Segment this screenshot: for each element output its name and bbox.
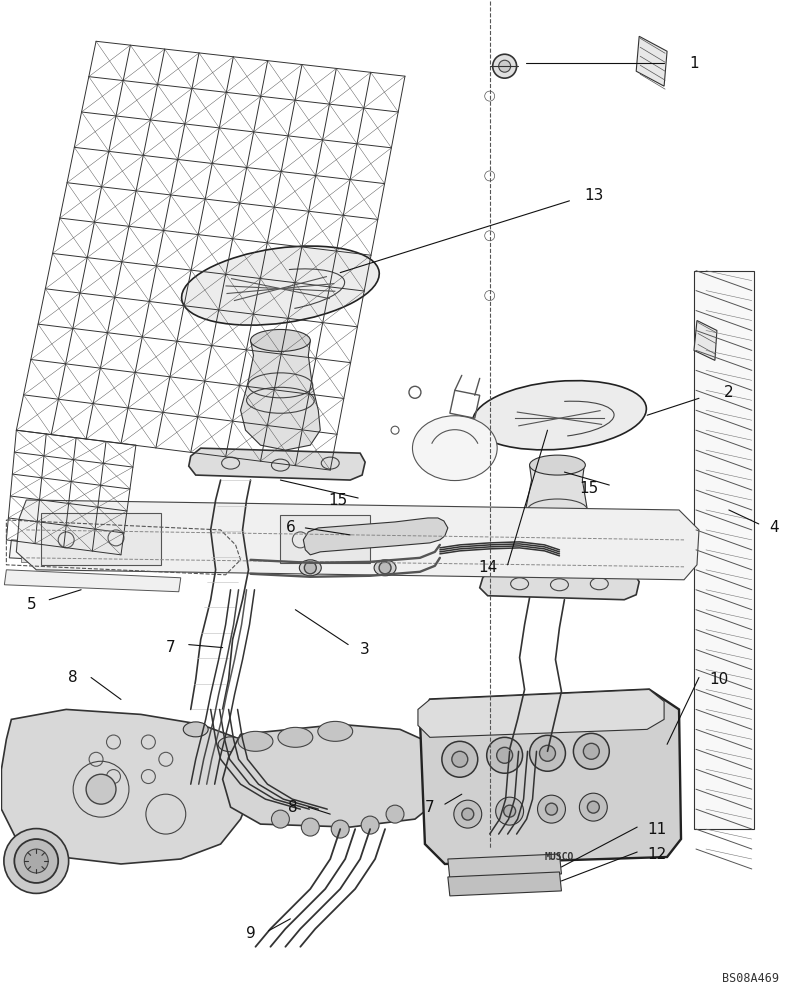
- Polygon shape: [91, 549, 116, 562]
- Circle shape: [442, 741, 477, 777]
- Circle shape: [461, 808, 473, 820]
- Text: 15: 15: [579, 481, 598, 496]
- Polygon shape: [4, 570, 181, 592]
- Text: 15: 15: [328, 493, 348, 508]
- Circle shape: [544, 803, 556, 815]
- Ellipse shape: [183, 722, 208, 737]
- Text: 4: 4: [768, 520, 777, 535]
- Text: 9: 9: [246, 926, 255, 941]
- Text: 7: 7: [165, 640, 175, 655]
- Circle shape: [503, 805, 515, 817]
- Ellipse shape: [529, 455, 585, 475]
- Circle shape: [86, 774, 116, 804]
- Ellipse shape: [238, 731, 272, 751]
- Circle shape: [492, 54, 516, 78]
- Circle shape: [486, 737, 522, 773]
- Circle shape: [361, 816, 378, 834]
- Ellipse shape: [278, 727, 312, 747]
- Circle shape: [301, 818, 319, 836]
- Circle shape: [495, 797, 523, 825]
- Bar: [693, 271, 753, 829]
- Circle shape: [529, 735, 565, 771]
- Polygon shape: [419, 689, 680, 864]
- Text: 6: 6: [285, 520, 295, 535]
- Ellipse shape: [251, 329, 310, 351]
- Circle shape: [498, 60, 510, 72]
- Text: 8: 8: [287, 800, 297, 815]
- Text: 8: 8: [68, 670, 78, 685]
- Circle shape: [385, 805, 403, 823]
- Polygon shape: [189, 448, 365, 480]
- Text: 11: 11: [646, 822, 666, 837]
- Polygon shape: [56, 549, 81, 562]
- Polygon shape: [10, 540, 131, 565]
- Circle shape: [579, 793, 606, 821]
- Text: 5: 5: [26, 597, 36, 612]
- Text: 1: 1: [688, 56, 698, 71]
- Circle shape: [24, 849, 48, 873]
- Text: 13: 13: [584, 188, 603, 203]
- Circle shape: [539, 745, 555, 761]
- Circle shape: [587, 801, 598, 813]
- Polygon shape: [479, 570, 638, 600]
- Circle shape: [537, 795, 565, 823]
- Ellipse shape: [317, 721, 353, 741]
- Circle shape: [583, 743, 598, 759]
- Polygon shape: [222, 724, 447, 827]
- Circle shape: [271, 810, 289, 828]
- Text: 10: 10: [708, 672, 728, 687]
- Polygon shape: [447, 872, 560, 896]
- Text: 2: 2: [724, 385, 733, 400]
- Circle shape: [378, 562, 390, 574]
- Polygon shape: [16, 500, 698, 580]
- Text: 7: 7: [425, 800, 434, 815]
- Polygon shape: [2, 709, 255, 864]
- Polygon shape: [447, 854, 560, 879]
- Polygon shape: [519, 465, 591, 574]
- Circle shape: [496, 747, 512, 763]
- Ellipse shape: [181, 246, 379, 325]
- Polygon shape: [303, 518, 447, 555]
- Circle shape: [453, 800, 481, 828]
- Text: MUSCO: MUSCO: [544, 852, 573, 862]
- Ellipse shape: [218, 737, 243, 752]
- Ellipse shape: [299, 560, 321, 576]
- Polygon shape: [22, 549, 47, 562]
- Circle shape: [451, 751, 467, 767]
- Circle shape: [304, 562, 316, 574]
- Ellipse shape: [4, 829, 68, 893]
- Bar: [41, 513, 161, 565]
- Ellipse shape: [373, 560, 396, 576]
- Text: 3: 3: [360, 642, 369, 657]
- Ellipse shape: [472, 381, 646, 450]
- Circle shape: [331, 820, 349, 838]
- Text: BS08A469: BS08A469: [721, 972, 778, 985]
- Bar: [280, 515, 369, 563]
- Circle shape: [14, 839, 58, 883]
- Ellipse shape: [233, 760, 258, 775]
- Text: 14: 14: [478, 560, 497, 575]
- Polygon shape: [693, 320, 716, 360]
- Polygon shape: [240, 340, 320, 450]
- Text: 12: 12: [646, 847, 666, 862]
- Circle shape: [573, 733, 609, 769]
- Ellipse shape: [412, 416, 496, 481]
- Polygon shape: [635, 36, 666, 86]
- Polygon shape: [418, 689, 663, 737]
